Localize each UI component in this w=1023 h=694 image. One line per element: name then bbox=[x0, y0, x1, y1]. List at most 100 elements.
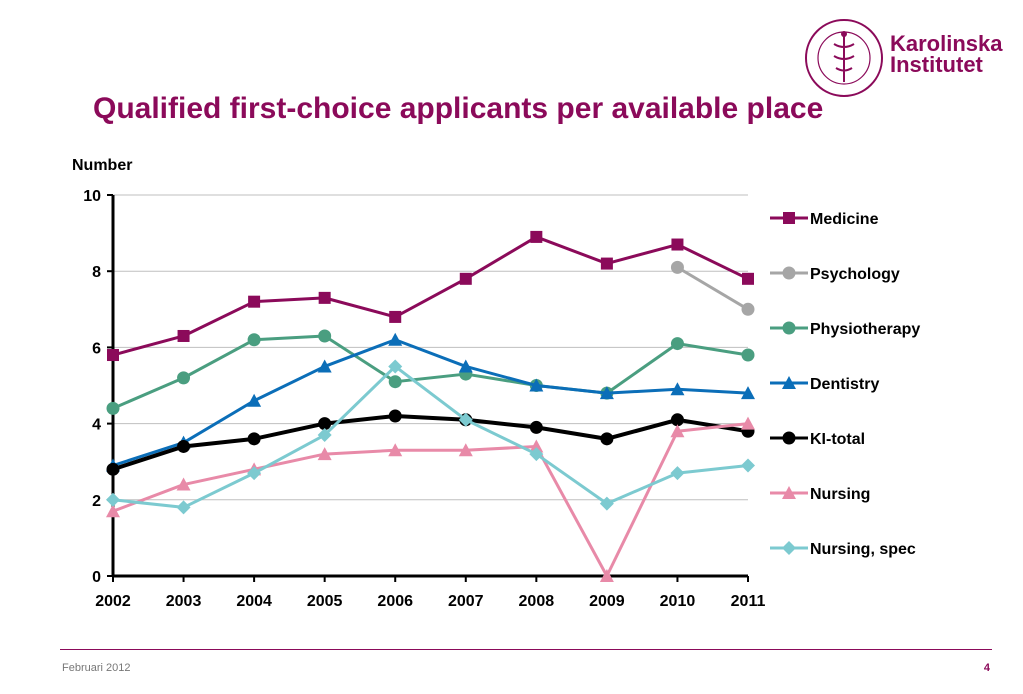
data-point bbox=[389, 310, 402, 323]
data-point bbox=[388, 375, 402, 389]
data-point bbox=[529, 420, 543, 434]
data-point bbox=[106, 504, 120, 518]
data-point bbox=[247, 333, 261, 347]
data-point bbox=[247, 432, 261, 446]
legend-label: Psychology bbox=[810, 266, 900, 283]
x-tick-label: 2004 bbox=[236, 593, 272, 610]
y-tick-label: 4 bbox=[92, 417, 101, 434]
data-point bbox=[670, 466, 685, 481]
x-tick-label: 2005 bbox=[307, 593, 343, 610]
data-point bbox=[458, 412, 473, 427]
data-point bbox=[388, 409, 402, 423]
data-point bbox=[741, 416, 755, 430]
data-point bbox=[106, 401, 120, 415]
data-point bbox=[177, 371, 191, 385]
data-point bbox=[670, 413, 684, 427]
data-point bbox=[459, 272, 472, 285]
data-point bbox=[599, 496, 614, 511]
y-axis-label: Number bbox=[72, 157, 132, 174]
data-point bbox=[741, 302, 755, 316]
data-point bbox=[530, 230, 543, 243]
y-tick-label: 2 bbox=[92, 493, 101, 510]
data-point bbox=[388, 443, 403, 457]
data-point bbox=[177, 439, 191, 453]
footer-divider bbox=[60, 649, 992, 650]
legend-label: Dentistry bbox=[810, 376, 879, 393]
data-point bbox=[529, 447, 544, 462]
data-point bbox=[529, 439, 544, 453]
data-point bbox=[247, 393, 262, 407]
data-point bbox=[529, 378, 544, 392]
series-line-medicine bbox=[112, 235, 749, 357]
data-point bbox=[176, 500, 191, 515]
data-point bbox=[599, 569, 614, 582]
data-point bbox=[741, 348, 755, 362]
x-tick-label: 2002 bbox=[95, 593, 131, 610]
data-point bbox=[388, 332, 403, 346]
data-point bbox=[248, 295, 261, 308]
data-point bbox=[318, 417, 332, 431]
legend-marker bbox=[782, 376, 796, 389]
y-tick-label: 0 bbox=[92, 569, 101, 586]
data-point bbox=[741, 386, 755, 400]
data-point bbox=[106, 492, 120, 507]
page-number: 4 bbox=[983, 662, 990, 674]
legend-marker bbox=[782, 266, 796, 280]
legend-marker bbox=[783, 212, 795, 224]
data-point bbox=[742, 272, 754, 285]
legend-marker bbox=[782, 541, 796, 555]
series-line-ki-total bbox=[112, 413, 749, 472]
data-point bbox=[600, 257, 613, 270]
x-tick-label: 2007 bbox=[448, 593, 484, 610]
data-point bbox=[106, 462, 120, 476]
data-point bbox=[318, 329, 332, 343]
y-tick-label: 8 bbox=[92, 264, 101, 281]
data-point bbox=[458, 443, 473, 457]
legend-marker bbox=[782, 321, 796, 335]
series-line-nursing bbox=[112, 422, 749, 578]
data-point bbox=[247, 466, 262, 481]
x-tick-label: 2008 bbox=[519, 593, 555, 610]
data-point bbox=[458, 359, 473, 373]
legend-label: Physiotherapy bbox=[810, 321, 920, 338]
y-tick-label: 10 bbox=[83, 188, 101, 205]
data-point bbox=[318, 291, 331, 304]
data-point bbox=[670, 382, 685, 396]
data-point bbox=[177, 329, 190, 342]
y-tick-label: 6 bbox=[92, 340, 101, 357]
x-tick-label: 2003 bbox=[166, 593, 202, 610]
data-point bbox=[317, 428, 332, 443]
data-point bbox=[670, 337, 684, 351]
data-point bbox=[741, 458, 755, 473]
legend-label: KI-total bbox=[810, 431, 865, 448]
series-line-nursing-spec bbox=[112, 364, 749, 509]
data-point bbox=[107, 349, 119, 362]
footer-date: Februari 2012 bbox=[62, 662, 131, 674]
x-tick-label: 2010 bbox=[660, 593, 696, 610]
data-point bbox=[599, 386, 614, 400]
data-point bbox=[671, 238, 684, 251]
data-point bbox=[317, 359, 332, 373]
logo-text: Karolinska Institutet bbox=[890, 31, 1003, 77]
legend-label: Nursing bbox=[810, 486, 870, 503]
series-line-physiotherapy bbox=[112, 334, 749, 410]
karolinska-seal-icon bbox=[805, 19, 883, 97]
data-point bbox=[670, 424, 685, 438]
logo-line-2: Institutet bbox=[890, 52, 983, 77]
data-point bbox=[317, 447, 332, 461]
logo-line-1: Karolinska bbox=[890, 31, 1003, 56]
x-tick-label: 2011 bbox=[731, 593, 766, 610]
legend-label: Nursing, spec bbox=[810, 541, 916, 558]
data-point bbox=[600, 432, 614, 446]
series-line-dentistry bbox=[112, 338, 749, 467]
x-tick-label: 2006 bbox=[377, 593, 413, 610]
data-point bbox=[388, 359, 403, 374]
series-line-psychology bbox=[676, 266, 749, 311]
data-point bbox=[670, 260, 684, 274]
legend-label: Medicine bbox=[810, 211, 879, 228]
legend-marker bbox=[782, 431, 796, 445]
legend-marker bbox=[782, 486, 796, 499]
data-point bbox=[176, 477, 191, 491]
page-title: Qualified first-choice applicants per av… bbox=[93, 92, 824, 125]
x-tick-label: 2009 bbox=[589, 593, 625, 610]
